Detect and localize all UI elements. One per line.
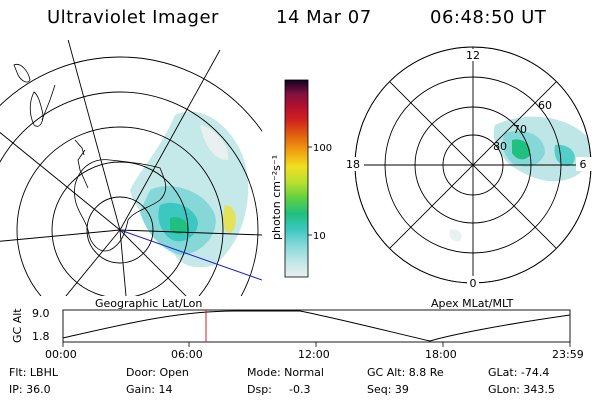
satellite-track [119, 229, 262, 281]
mlt-label-18: 18 [346, 158, 360, 171]
colorbar-tick-10: 10 [313, 231, 326, 242]
info-ip: IP: 36.0 [9, 383, 51, 396]
info-gc-alt: GC Alt: 8.8 Re [367, 366, 444, 379]
info-glat: GLat: -74.4 [488, 366, 550, 379]
alt-ylabel: GC Alt [11, 308, 24, 343]
time-tick-0000: 00:00 [45, 348, 77, 361]
coastline [13, 63, 167, 252]
time-tick-1200: 12:00 [298, 348, 330, 361]
info-mode: Mode: Normal [247, 366, 324, 379]
mlat-label-60: 60 [538, 99, 552, 112]
info-gain: Gain: 14 [126, 383, 173, 396]
left-aurora [130, 111, 249, 268]
instrument-title: Ultraviolet Imager [47, 7, 219, 28]
time-tick-0600: 06:00 [171, 348, 203, 361]
geographic-map [0, 40, 262, 296]
alt-tick-9: 9.0 [32, 307, 50, 320]
latitude-circles [0, 56, 262, 296]
alt-tick-1-8: 1.8 [32, 330, 50, 343]
meridian-lines [0, 40, 262, 296]
mlt-label-12: 12 [466, 49, 480, 62]
right-panel-caption: Apex MLat/MLT [431, 297, 514, 310]
info-glon: GLon: 343.5 [488, 383, 555, 396]
colorbar-unit-label: photon cm⁻²s⁻¹ [270, 155, 283, 240]
left-panel-caption: Geographic Lat/Lon [95, 297, 203, 310]
info-dsp-value: -0.3 [289, 383, 311, 396]
mlt-label-6: 6 [580, 158, 587, 171]
date-label: 14 Mar 07 [276, 7, 372, 28]
mlat-label-80: 80 [493, 140, 507, 153]
info-dsp-label: Dsp: [247, 383, 272, 396]
colorbar-tick-100: 100 [313, 143, 332, 154]
mlt-label-0: 0 [470, 277, 477, 290]
time-tick-2359: 23:59 [552, 348, 584, 361]
info-filter: Flt: LBHL [9, 366, 58, 379]
altitude-plot: 9.0 1.8 GC Alt [11, 307, 571, 347]
mlat-label-70: 70 [513, 123, 527, 136]
time-label: 06:48:50 UT [430, 7, 547, 28]
apex-mlat-mlt-map: 12 18 6 0 60 70 80 [342, 46, 592, 290]
info-seq: Seq: 39 [367, 383, 409, 396]
colorbar: 100 10 photon cm⁻²s⁻¹ [270, 79, 332, 278]
info-door: Door: Open [126, 366, 189, 379]
time-tick-1800: 18:00 [425, 348, 457, 361]
